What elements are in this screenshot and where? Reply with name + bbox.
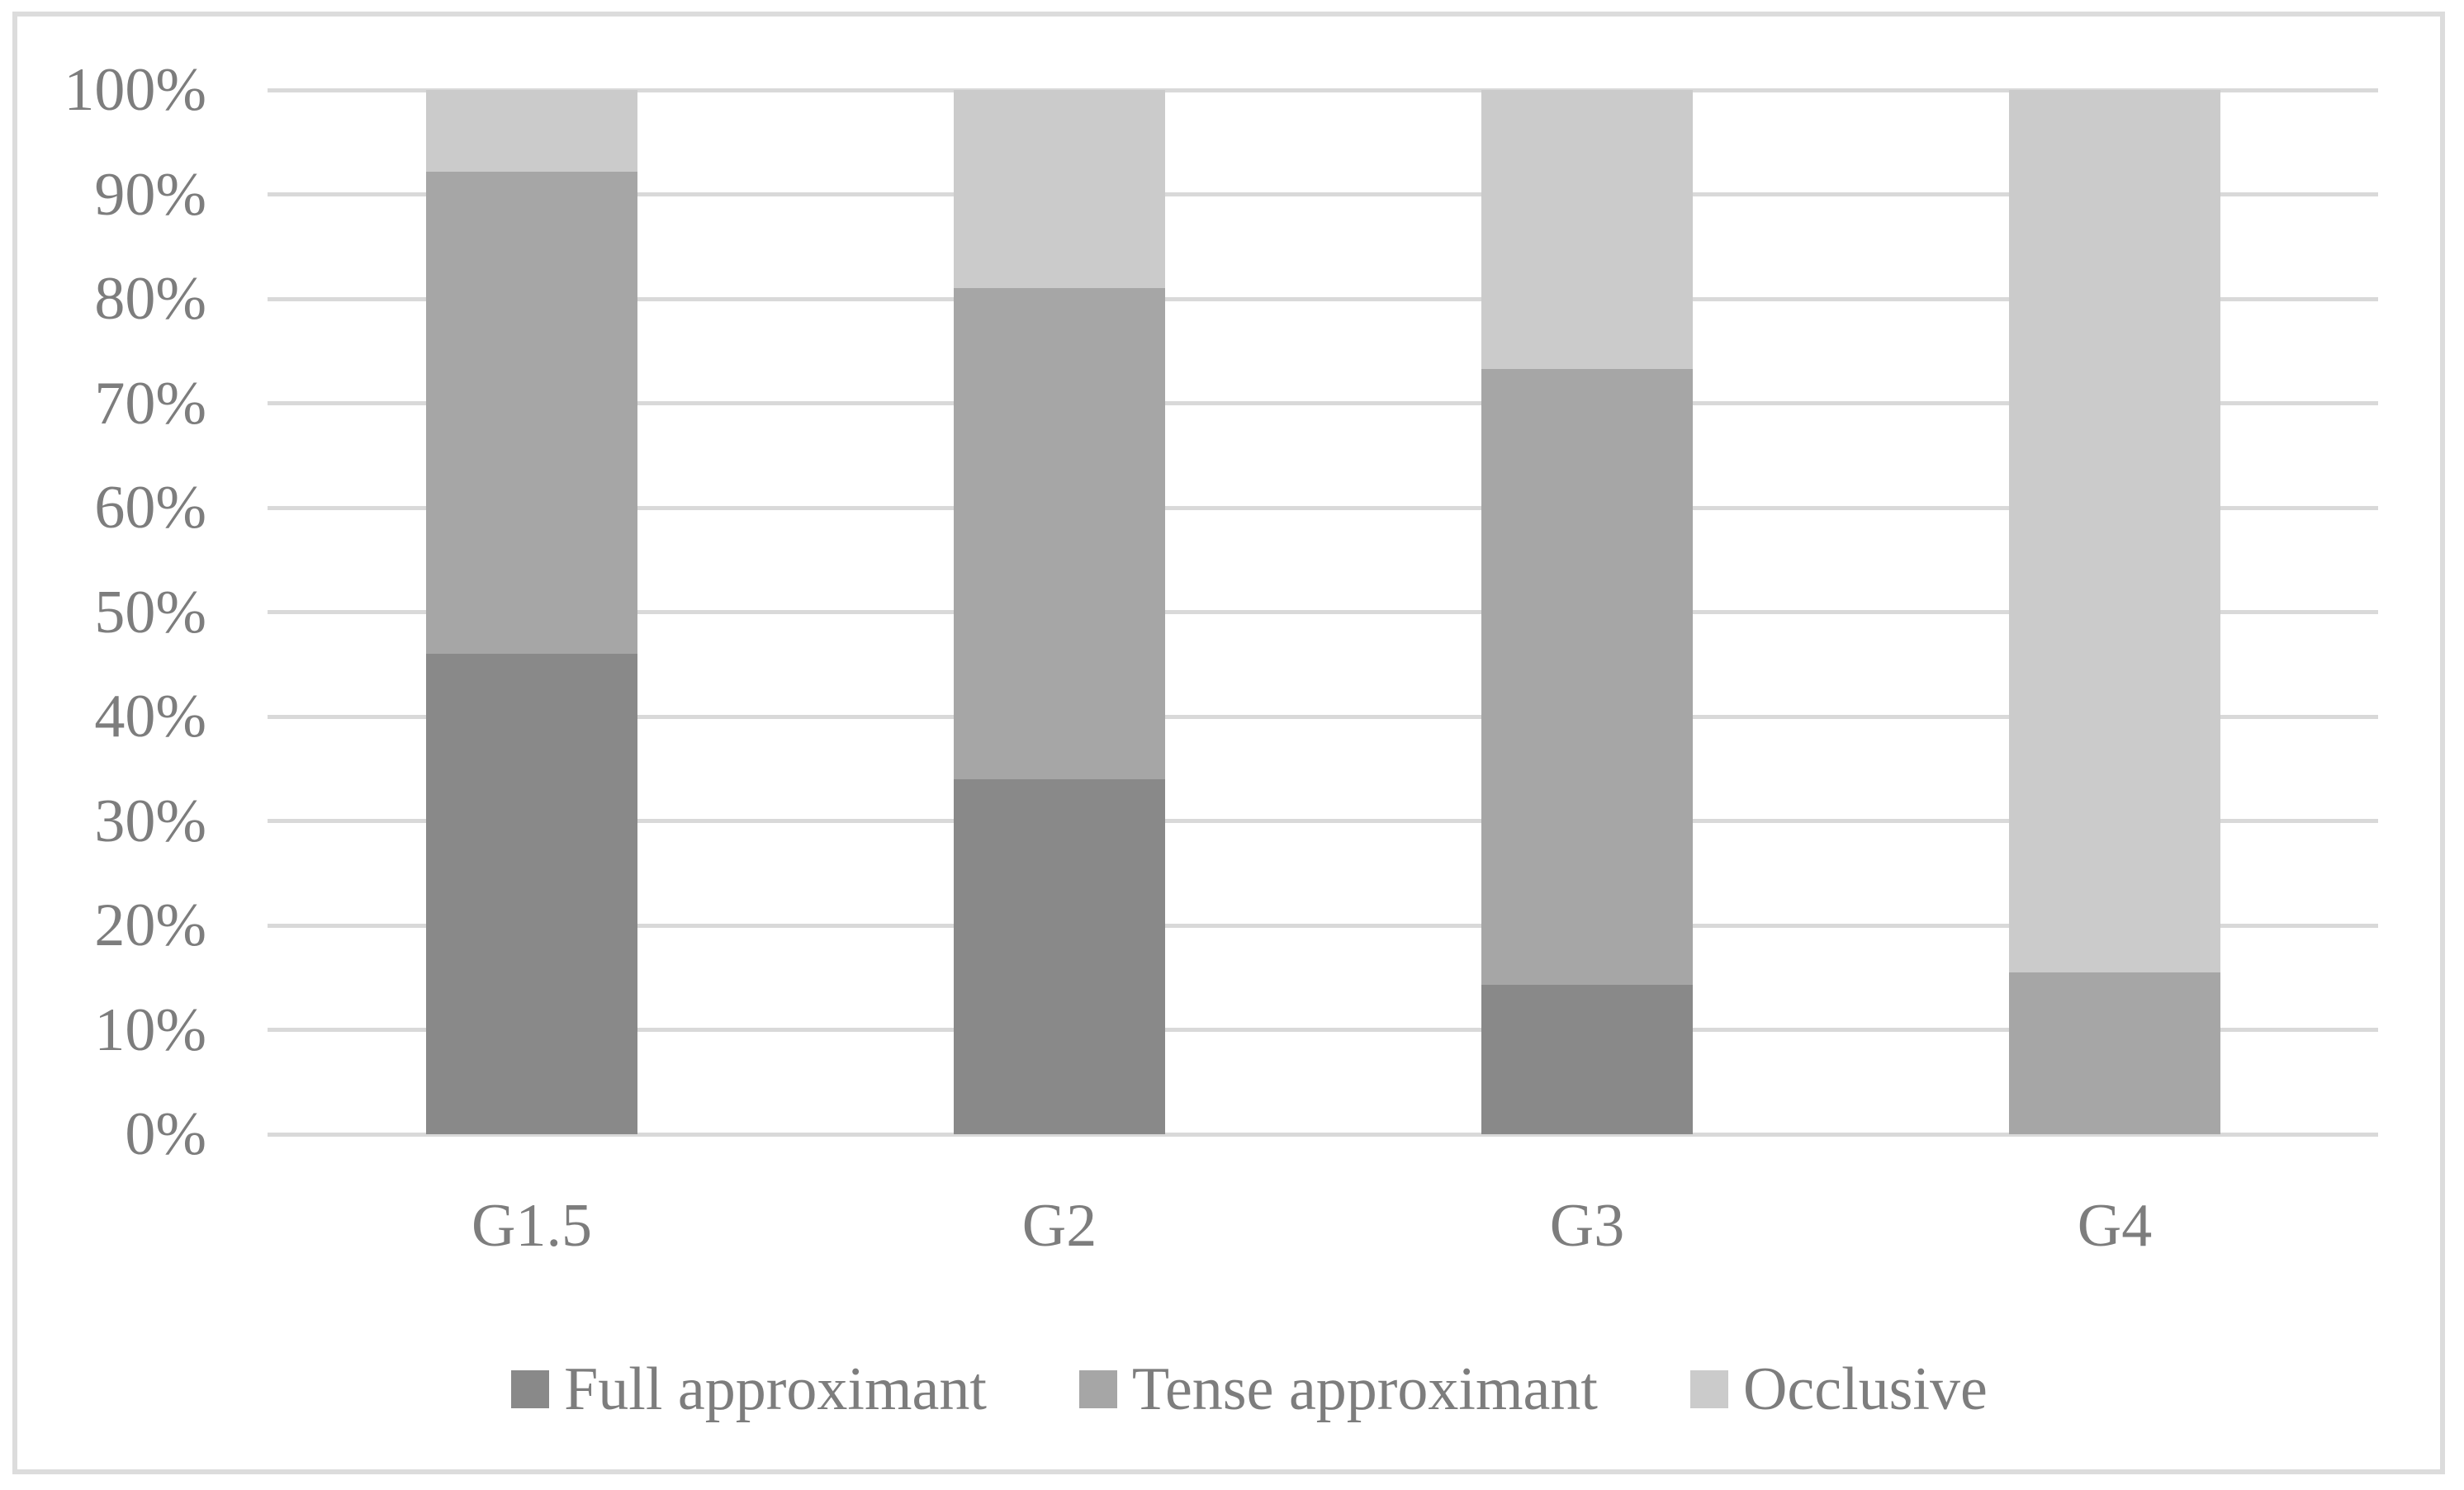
gridline (268, 192, 2378, 196)
figure-frame: 0% 10% 20% 30% 40% 50% 60% 70% 80% 90% 100% G1.5 G2 G… (12, 12, 2445, 1474)
y-axis-tick-label: 30% (94, 787, 206, 855)
x-axis-category-label: G1.5 (471, 1192, 592, 1260)
gridline (268, 88, 2378, 92)
y-axis-tick-label: 10% (94, 996, 206, 1064)
plot-area: 0% 10% 20% 30% 40% 50% 60% 70% 80% 90% 100% G1.5 G2 G… (17, 17, 2440, 1469)
gridline (268, 610, 2378, 614)
bar-segment (954, 778, 1165, 1134)
bar-segment (1481, 90, 1693, 369)
gridline (268, 923, 2378, 928)
gridline (268, 1132, 2378, 1137)
gridline (268, 819, 2378, 823)
legend-label: Tense approximant (1131, 1355, 1598, 1423)
y-axis-tick-label: 60% (94, 474, 206, 542)
legend: Full approximant Tense approximant Occlusi… (17, 1352, 2464, 1426)
y-axis-tick-label: 90% (94, 160, 206, 229)
bar-segment (1481, 368, 1693, 986)
bar-segment (426, 654, 637, 1134)
y-axis-tick-label: 50% (94, 578, 206, 646)
y-axis-tick-label: 80% (94, 265, 206, 333)
bar-segment (1481, 985, 1693, 1134)
x-axis-category-label: G2 (1021, 1192, 1097, 1260)
gridline (268, 1028, 2378, 1032)
x-axis-category-label: G4 (2077, 1192, 2153, 1260)
y-axis-tick-label: 100% (64, 56, 206, 124)
y-axis-tick-label: 0% (125, 1100, 206, 1168)
bar-segment (2009, 90, 2220, 972)
legend-label: Full approximant (564, 1355, 987, 1423)
gridline (268, 296, 2378, 301)
bar-segment (2009, 972, 2220, 1134)
legend-item: Occlusive (1689, 1352, 1988, 1426)
legend-label: Occlusive (1742, 1355, 1988, 1423)
legend-swatch-icon (511, 1370, 550, 1408)
x-axis-category-label: G3 (1549, 1192, 1625, 1260)
legend-item: Full approximant (511, 1352, 987, 1426)
bar-segment (954, 90, 1165, 289)
bar-segment (954, 288, 1165, 779)
y-axis-tick-label: 70% (94, 369, 206, 438)
gridline (268, 401, 2378, 405)
bar-segment (426, 90, 637, 172)
legend-swatch-icon (1689, 1370, 1728, 1408)
legend-swatch-icon (1078, 1370, 1117, 1408)
y-axis-tick-label: 40% (94, 683, 206, 750)
gridline (268, 714, 2378, 719)
legend-item: Tense approximant (1078, 1352, 1598, 1426)
gridline (268, 505, 2378, 510)
bar-segment (426, 171, 637, 655)
y-axis-tick-label: 20% (94, 892, 206, 959)
